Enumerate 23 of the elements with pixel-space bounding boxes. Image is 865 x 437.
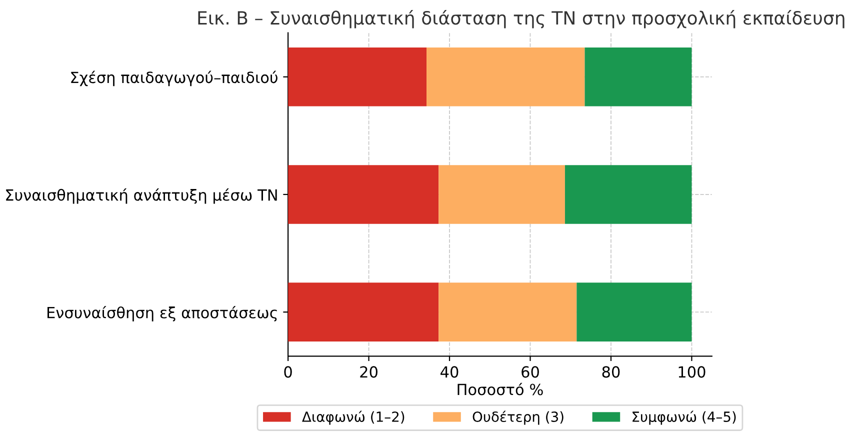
- legend-label: Διαφωνώ (1–2): [302, 410, 404, 425]
- y-tick-label: Ενσυναίσθηση εξ αποστάσεως: [48, 306, 277, 322]
- y-tick-label: Συναισθηματική ανάπτυξη μέσω ΤΝ: [6, 188, 277, 204]
- bar: [584, 47, 692, 106]
- bar: [288, 165, 439, 224]
- x-tick-label: 0: [284, 366, 292, 378]
- bar: [576, 282, 692, 342]
- x-tick-label: 20: [360, 366, 378, 378]
- x-tick-label: 40: [440, 366, 458, 378]
- bar: [438, 282, 577, 342]
- chart-title: Εικ. Β – Συναισθηματική διάσταση της ΤΝ στην προσχολική εκπαίδευση: [198, 10, 844, 28]
- x-tick-label: 100: [678, 366, 706, 378]
- bar: [426, 47, 585, 106]
- x-axis-title: Ποσοστό %: [458, 382, 543, 396]
- bar: [564, 165, 692, 224]
- y-tick-label: Σχέση παιδαγωγού–παιδιού: [71, 70, 278, 86]
- bar: [288, 282, 439, 342]
- x-tick-label: 80: [602, 366, 620, 378]
- legend-label: Ουδέτερη (3): [472, 410, 564, 425]
- x-tick-label: 60: [522, 366, 539, 378]
- legend-label: Συμφωνώ (4–5): [632, 410, 736, 425]
- bar: [438, 165, 565, 224]
- bar: [288, 47, 427, 106]
